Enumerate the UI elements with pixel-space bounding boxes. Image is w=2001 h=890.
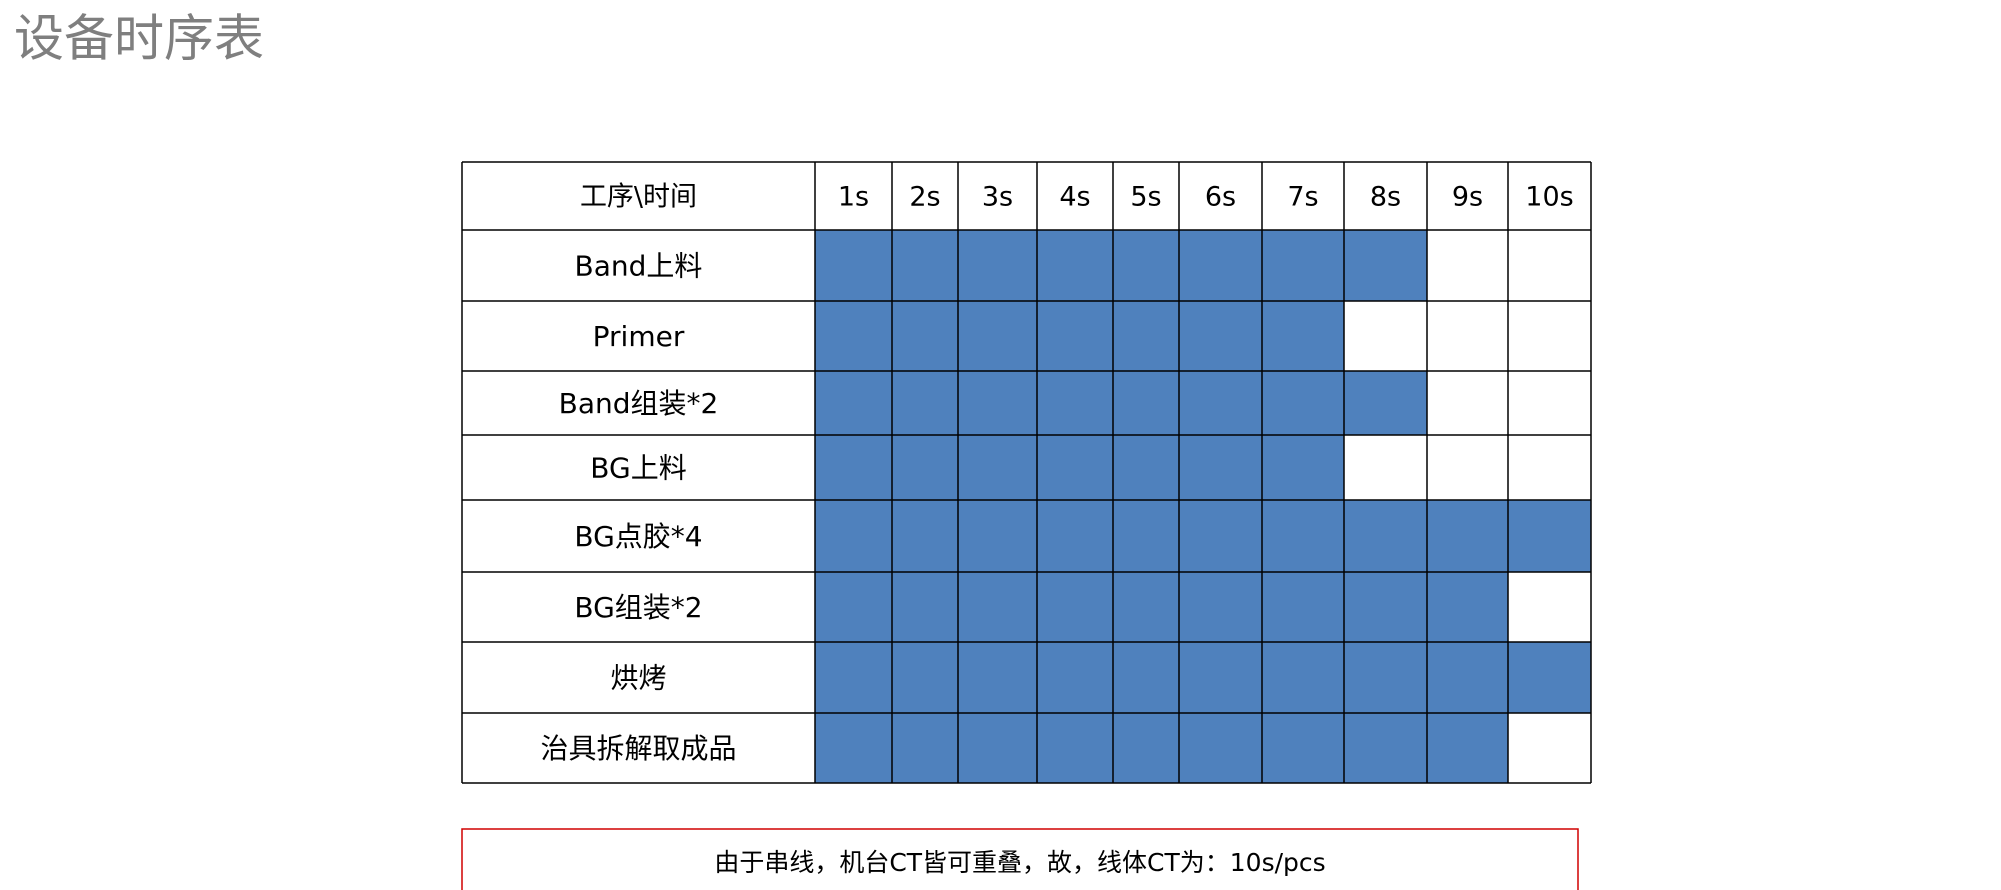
duration-bar bbox=[815, 371, 1427, 435]
column-header: 7s bbox=[1287, 182, 1318, 213]
duration-bar bbox=[815, 713, 1508, 783]
row-label: Band上料 bbox=[575, 250, 703, 283]
duration-bar bbox=[815, 572, 1508, 642]
row-label: Primer bbox=[593, 320, 685, 353]
row-label: BG组装*2 bbox=[574, 591, 702, 624]
column-header: 4s bbox=[1059, 182, 1090, 213]
column-header: 9s bbox=[1452, 182, 1483, 213]
duration-bar bbox=[815, 500, 1591, 572]
duration-bar bbox=[815, 642, 1591, 713]
duration-bar bbox=[815, 435, 1344, 500]
duration-bar bbox=[815, 301, 1344, 371]
column-header: 8s bbox=[1370, 182, 1401, 213]
column-header: 3s bbox=[982, 182, 1013, 213]
page-title: 设备时序表 bbox=[14, 10, 264, 68]
column-header: 5s bbox=[1130, 182, 1161, 213]
row-label: 烘烤 bbox=[610, 662, 666, 695]
note-box bbox=[461, 828, 1579, 890]
row-label: 治具拆解取成品 bbox=[540, 732, 736, 765]
row-label: Band组装*2 bbox=[559, 387, 719, 420]
column-header: 10s bbox=[1525, 182, 1573, 213]
row-label: BG点胶*4 bbox=[574, 520, 702, 553]
note: 由于串线，机台CT皆可重叠，故，线体CT为：10s/pcs bbox=[714, 848, 1325, 877]
corner-header: 工序\时间 bbox=[580, 182, 697, 213]
column-header: 1s bbox=[838, 182, 869, 213]
row-label: BG上料 bbox=[590, 452, 686, 485]
column-header: 2s bbox=[909, 182, 940, 213]
column-header: 6s bbox=[1205, 182, 1236, 213]
duration-bar bbox=[815, 230, 1427, 301]
